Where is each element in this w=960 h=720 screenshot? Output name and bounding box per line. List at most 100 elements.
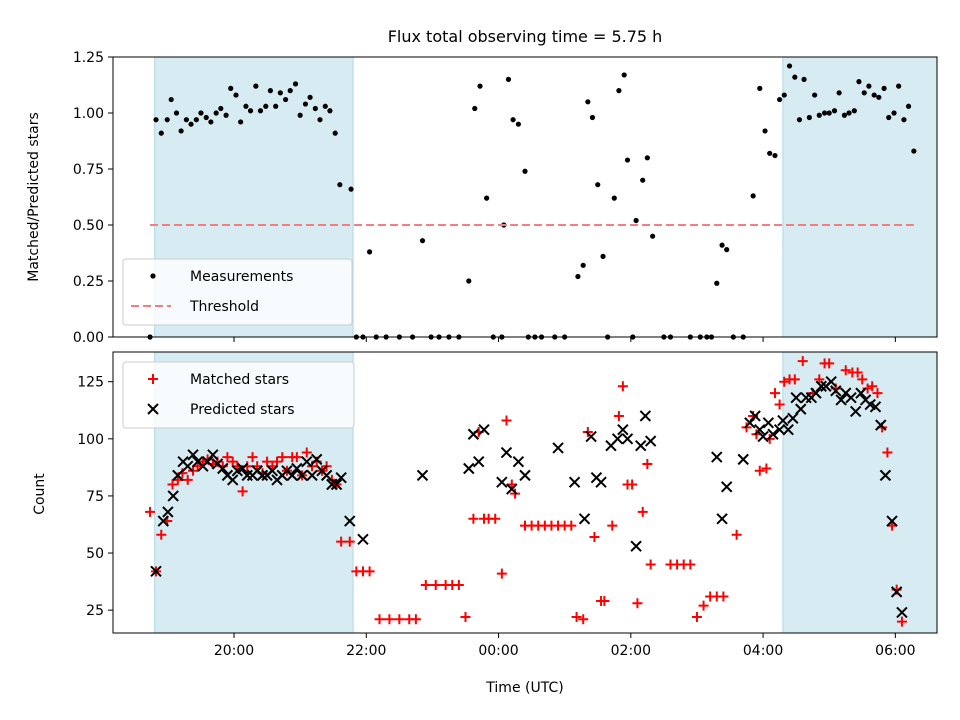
- matched-star-point: [247, 452, 258, 463]
- predicted-star-point: [357, 533, 369, 546]
- predicted-star-point: [890, 586, 903, 598]
- bottom-y-tick-label: 125: [77, 375, 104, 391]
- matched-star-point: [453, 580, 464, 591]
- measurement-point: [297, 112, 303, 118]
- predicted-star-point: [236, 462, 249, 475]
- matched-star-point: [691, 612, 702, 623]
- predicted-star-point: [749, 410, 761, 422]
- measurement-point: [762, 128, 768, 134]
- matched-star-point: [789, 374, 800, 385]
- matched-star-point: [896, 616, 907, 627]
- matched-star-point: [227, 456, 238, 467]
- matched-star-point: [566, 520, 577, 531]
- predicted-star-point: [795, 403, 807, 415]
- legend-label: Threshold: [189, 299, 259, 315]
- predicted-star-point: [306, 469, 318, 482]
- measurement-point: [901, 117, 907, 123]
- matched-star-point: [774, 399, 785, 410]
- measurement-point: [905, 103, 912, 109]
- matched-star-point: [384, 614, 395, 625]
- predicted-star-point: [835, 394, 847, 406]
- top-legend: Measurements Threshold: [122, 258, 353, 326]
- predicted-star-point: [825, 375, 837, 388]
- bottom-y-tick-label: 25: [86, 603, 104, 619]
- matched-star-point: [430, 580, 441, 591]
- measurement-point: [777, 96, 783, 103]
- legend-label: Predicted stars: [190, 402, 295, 418]
- measurement-point: [263, 103, 269, 109]
- measurement-point: [644, 155, 650, 161]
- measurement-point: [589, 114, 596, 121]
- measurement-point: [317, 117, 323, 123]
- legend-box: [122, 258, 353, 326]
- measurement-point: [575, 273, 581, 280]
- predicted-star-point: [266, 465, 279, 477]
- predicted-star-point: [773, 423, 786, 436]
- measurement-point: [233, 92, 239, 98]
- predicted-star-point: [568, 476, 581, 488]
- measurement-point: [841, 112, 848, 118]
- measurement-point: [861, 90, 867, 96]
- measurement-point: [283, 96, 289, 103]
- matched-star-point: [420, 580, 431, 591]
- predicted-star-point: [217, 462, 229, 475]
- measurement-point: [203, 114, 209, 121]
- predicted-star-point: [630, 540, 642, 552]
- predicted-star-point: [291, 462, 303, 475]
- predicted-star-point: [790, 391, 802, 404]
- matched-star-point: [814, 374, 825, 385]
- top-y-tick-label: 0.50: [73, 218, 104, 234]
- matched-star-point: [718, 591, 729, 602]
- measurement-point: [510, 117, 516, 123]
- predicted-star-point: [635, 439, 647, 452]
- matched-star-point: [872, 388, 883, 399]
- top-shaded-span: [782, 56, 938, 338]
- legend-box: [122, 361, 355, 429]
- measurement-point: [164, 117, 170, 123]
- matched-star-point: [779, 376, 790, 387]
- matched-star-point: [167, 479, 178, 490]
- predicted-star-point: [286, 469, 298, 482]
- matched-star-point: [262, 456, 273, 467]
- measurement-point: [337, 182, 343, 188]
- bottom-series-1: [150, 375, 908, 619]
- measurement-point: [208, 119, 214, 125]
- measurement-point: [332, 130, 338, 136]
- predicted-star-point: [256, 469, 269, 482]
- measurement-point: [193, 117, 199, 123]
- matched-star-point: [632, 598, 643, 609]
- measurement-point: [366, 249, 373, 255]
- measurement-point: [173, 110, 180, 116]
- measurement-point: [327, 108, 333, 114]
- measurement-point: [472, 105, 478, 112]
- predicted-star-point: [595, 476, 607, 488]
- measurement-point: [781, 92, 787, 98]
- matched-star-point: [490, 513, 501, 524]
- predicted-star-point: [754, 423, 766, 436]
- measurement-point: [515, 121, 521, 127]
- predicted-star-point: [552, 442, 564, 454]
- measurement-point: [806, 114, 812, 121]
- measurement-point: [896, 83, 902, 89]
- measurement-point: [257, 108, 264, 114]
- predicted-star-point: [150, 565, 162, 578]
- matched-star-point: [578, 614, 589, 625]
- top-series-0: [147, 63, 917, 340]
- measurement-point: [911, 148, 917, 154]
- measurement-point: [466, 278, 472, 284]
- measurement-point: [247, 108, 254, 114]
- predicted-star-point: [344, 515, 356, 527]
- measurement-point: [302, 101, 309, 107]
- matched-star-point: [145, 506, 156, 517]
- measurement-point: [611, 195, 617, 201]
- matched-star-point: [599, 596, 610, 607]
- predicted-star-point: [767, 428, 779, 440]
- measurement-point: [600, 253, 606, 259]
- matched-star-point: [344, 536, 355, 547]
- measurement-point: [348, 186, 354, 192]
- predicted-star-point: [162, 506, 174, 518]
- measurement-point: [886, 114, 892, 121]
- matched-star-point: [336, 536, 347, 547]
- predicted-star-point: [330, 478, 343, 491]
- measurement-point: [633, 217, 639, 224]
